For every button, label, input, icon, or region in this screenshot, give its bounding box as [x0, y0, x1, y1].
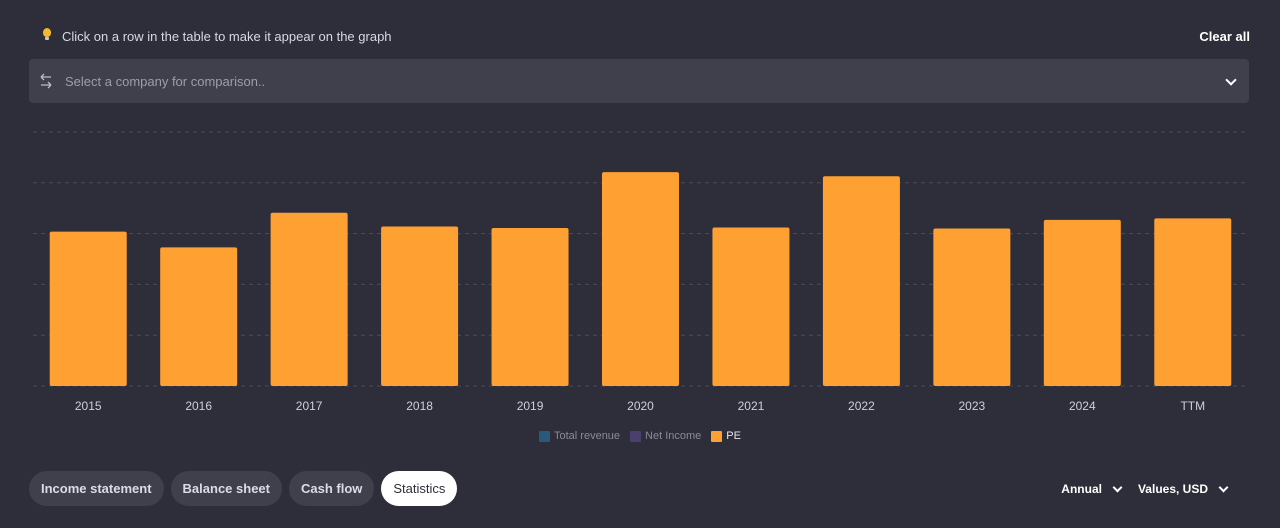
clear-all-button[interactable]: Clear all	[1199, 28, 1250, 44]
bar-2020[interactable]	[602, 172, 679, 386]
x-tick-label: 2022	[848, 399, 875, 413]
chevron-down-icon[interactable]	[1225, 75, 1237, 87]
chart-options: Annual Values, USD	[1061, 482, 1228, 496]
bar-2017[interactable]	[270, 212, 348, 386]
x-tick-label: 2017	[296, 399, 323, 413]
legend-swatch	[630, 430, 642, 442]
legend-label: Net Income	[645, 430, 702, 442]
x-tick-label: 2023	[959, 399, 986, 413]
legend-item-pe[interactable]: PE	[711, 430, 741, 442]
x-tick-label: 2018	[406, 399, 433, 413]
tab-balance-sheet[interactable]: Balance sheet	[170, 471, 282, 506]
x-tick-label: 2020	[627, 399, 654, 413]
period-dropdown-label: Annual	[1061, 482, 1102, 496]
comparison-placeholder: Select a company for comparison..	[65, 73, 266, 89]
x-tick-label: 2019	[517, 399, 544, 413]
legend-item-total-revenue[interactable]: Total revenue	[539, 430, 620, 442]
statement-tabs: Income statement Balance sheet Cash flow…	[29, 471, 458, 506]
x-tick-label: 2015	[75, 399, 102, 413]
values-dropdown-label: Values, USD	[1137, 482, 1208, 496]
legend-swatch	[539, 430, 550, 442]
legend-label: PE	[726, 430, 741, 442]
x-tick-label: 2016	[185, 399, 212, 413]
hint-text: Click on a row in the table to make it a…	[62, 28, 392, 44]
legend-item-net-income[interactable]: Net Income	[630, 430, 701, 442]
hint-row: Click on a row in the table to make it a…	[28, 26, 1250, 46]
company-comparison-select[interactable]: Select a company for comparison..	[29, 59, 1249, 103]
chevron-down-icon	[1218, 484, 1228, 494]
bar-2023[interactable]	[933, 228, 1011, 386]
x-tick-label: 2024	[1069, 399, 1096, 413]
bar-2024[interactable]	[1043, 219, 1121, 386]
legend-label: Total revenue	[554, 430, 621, 442]
bar-ttm[interactable]	[1154, 218, 1232, 386]
tab-cash-flow[interactable]: Cash flow	[288, 471, 375, 506]
x-tick-label: 2021	[738, 399, 765, 413]
tab-income-statement[interactable]: Income statement	[29, 471, 164, 506]
bar-2021[interactable]	[712, 227, 790, 386]
bar-2015[interactable]	[49, 231, 127, 386]
period-dropdown[interactable]: Annual	[1061, 482, 1122, 496]
x-tick-label: TTM	[1180, 399, 1205, 413]
bar-2018[interactable]	[381, 226, 459, 386]
hint: Click on a row in the table to make it a…	[28, 28, 392, 44]
chart-legend: Total revenue Net Income PE	[0, 428, 1280, 444]
lightbulb-icon	[42, 28, 54, 44]
currency-values-dropdown[interactable]: Values, USD	[1138, 482, 1228, 496]
bar-2019[interactable]	[491, 228, 569, 386]
bar-2016[interactable]	[160, 247, 238, 386]
bar-2022[interactable]	[822, 176, 900, 386]
pe-bar-chart: 2015 2016 2017 2018 2019 2020 2021 2022 2023 2024…	[33, 131, 1248, 413]
tab-statistics[interactable]: Statistics	[381, 471, 458, 506]
legend-swatch	[711, 430, 723, 442]
chevron-down-icon	[1112, 484, 1122, 494]
swap-arrows-icon	[39, 72, 53, 90]
